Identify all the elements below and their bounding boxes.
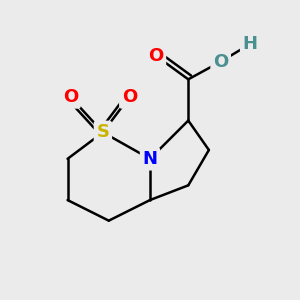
Text: H: H [243,35,258,53]
Text: O: O [148,47,164,65]
Text: S: S [96,123,110,141]
Text: O: O [63,88,78,106]
Text: O: O [213,53,228,71]
Text: O: O [122,88,137,106]
Text: N: N [142,150,158,168]
